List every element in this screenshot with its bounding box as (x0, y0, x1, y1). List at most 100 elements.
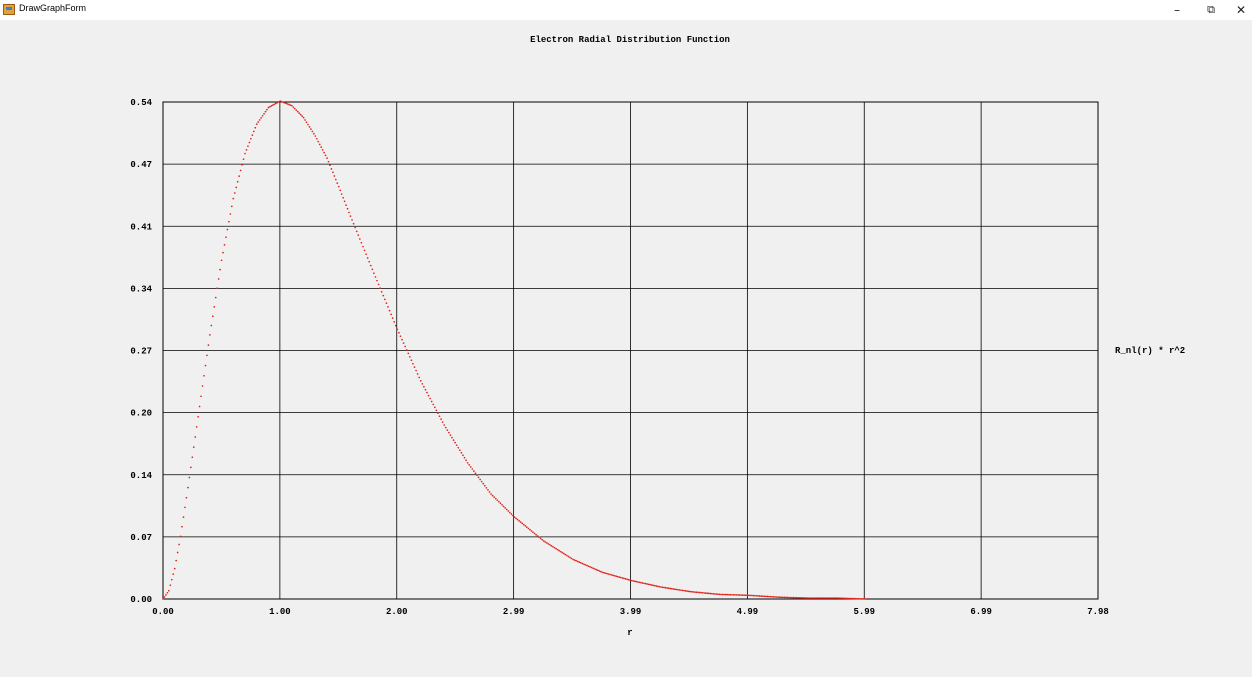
data-point-interp (781, 596, 784, 599)
restore-button[interactable]: ⧉ (1207, 3, 1215, 16)
data-point (291, 104, 293, 107)
data-point (865, 598, 867, 600)
data-point-interp (485, 486, 488, 489)
data-point-interp (846, 597, 849, 600)
data-point-interp (258, 119, 261, 121)
data-point-interp (307, 123, 309, 126)
data-point-interp (166, 591, 169, 594)
data-point-interp (247, 145, 249, 148)
data-point-interp (329, 164, 331, 167)
data-point-interp (624, 578, 627, 580)
data-point (835, 597, 838, 599)
data-point-interp (519, 521, 522, 523)
data-point (630, 579, 633, 582)
data-point-interp (650, 584, 653, 586)
x-axis-label: r (627, 628, 632, 638)
data-point-interp (178, 543, 180, 546)
data-point-interp (204, 364, 207, 367)
data-point-interp (567, 555, 570, 558)
data-point-interp (558, 549, 561, 552)
data-point-interp (860, 598, 863, 600)
data-point (689, 590, 692, 593)
data-point (209, 334, 211, 336)
data-point-interp (797, 596, 800, 599)
data-point-interp (288, 103, 290, 106)
data-point-interp (849, 597, 852, 600)
data-point-interp (235, 186, 238, 189)
data-point (173, 567, 176, 570)
data-point-interp (418, 376, 421, 379)
data-point-interp (365, 253, 367, 256)
data-point-interp (480, 480, 483, 483)
data-point-interp (188, 476, 191, 479)
data-point-interp (743, 594, 746, 597)
data-point-interp (854, 597, 857, 600)
data-point-interp (666, 587, 668, 589)
title-bar: DrawGraphForm – ⧉ ✕ (0, 0, 1252, 20)
data-point-interp (667, 587, 670, 590)
data-point-interp (405, 349, 408, 351)
data-point-interp (429, 397, 431, 400)
data-point-interp (684, 590, 687, 592)
data-point-interp (706, 592, 709, 595)
data-point (302, 116, 305, 119)
data-point-interp (398, 331, 400, 334)
data-point-interp (714, 593, 716, 595)
data-point-interp (252, 130, 255, 133)
data-point-interp (647, 583, 650, 586)
data-point-interp (317, 140, 320, 143)
data-point-interp (496, 499, 499, 502)
data-point-interp (533, 532, 536, 535)
plot-frame (162, 101, 1099, 600)
data-point-interp (788, 596, 790, 599)
data-point-interp (775, 596, 778, 598)
x-tick-label: 4.99 (737, 607, 759, 617)
data-point-interp (289, 104, 292, 106)
data-point-interp (590, 566, 593, 569)
data-point-interp (632, 580, 635, 582)
close-button[interactable]: ✕ (1235, 3, 1247, 17)
data-point-interp (254, 126, 257, 129)
minimize-button[interactable]: – (1174, 3, 1180, 17)
data-point-interp (407, 352, 410, 355)
y-tick-labels: 0.00 0.07 0.14 0.20 0.27 0.34 0.41 0.47 0.54 (130, 98, 152, 605)
data-point-interp (299, 113, 302, 116)
data-point-interp (360, 241, 363, 244)
data-point (179, 535, 182, 538)
data-point-interp (479, 478, 481, 481)
data-point-interp (564, 553, 567, 556)
data-point-interp (837, 597, 840, 599)
data-point-interp (391, 317, 394, 319)
data-point-interp (812, 597, 815, 599)
data-point-interp (800, 597, 803, 599)
data-point-interp (855, 597, 858, 600)
data-point-interp (649, 583, 652, 586)
data-point-interp (399, 335, 402, 338)
data-point-interp (795, 596, 798, 599)
data-point-interp (615, 575, 618, 578)
data-point-interp (823, 597, 826, 599)
data-point-interp (355, 230, 358, 233)
data-point-interp (304, 119, 306, 121)
data-point-interp (192, 446, 195, 448)
data-point (197, 415, 199, 418)
data-point-interp (821, 597, 824, 599)
data-point-interp (741, 594, 744, 596)
data-point-interp (655, 585, 658, 587)
data-point (185, 496, 188, 499)
data-point (513, 516, 516, 518)
data-point-interp (603, 571, 605, 574)
data-point-interp (457, 446, 460, 449)
data-point-interp (494, 497, 497, 500)
data-point-interp (210, 324, 213, 327)
data-point-interp (613, 574, 616, 577)
data-point-interp (610, 574, 613, 576)
data-point-interp (780, 596, 783, 599)
data-point (326, 157, 328, 159)
data-point (718, 593, 721, 596)
data-point (542, 540, 545, 542)
data-point (232, 197, 235, 200)
data-point-interp (712, 592, 715, 595)
data-point-interp (251, 134, 254, 136)
data-point-interp (283, 101, 286, 104)
